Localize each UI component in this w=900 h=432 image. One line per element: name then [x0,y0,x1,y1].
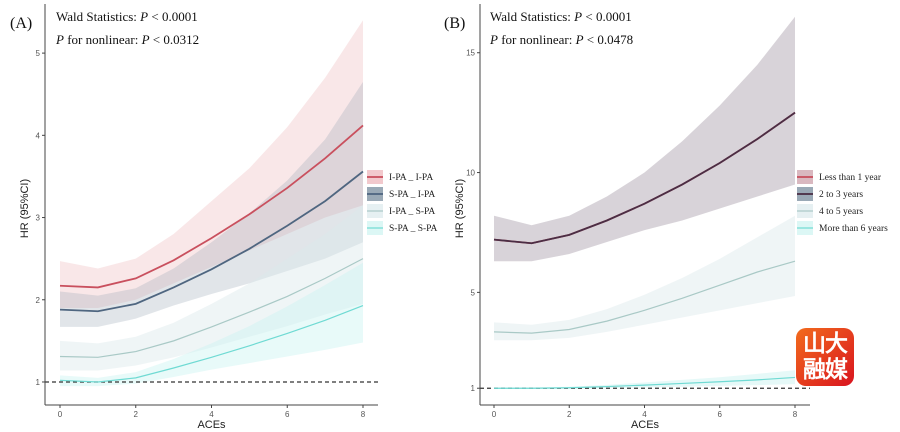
legend-label-0: I-PA _ I-PA [389,173,433,183]
y-tick-label: 5 [36,49,41,58]
x-tick-label: 0 [58,410,63,419]
p-symbol: P [55,32,64,47]
p-symbol: P [139,9,148,24]
nonlinear-mid: for nonlinear: [498,32,576,47]
x-axis-label: ACEs [197,419,226,431]
x-tick-label: 6 [285,410,290,419]
ci-band-3 [494,370,795,389]
wald-value: < 0.0001 [582,9,632,24]
y-tick-label: 1 [36,378,41,387]
y-tick-label: 15 [466,49,475,58]
series-line-3 [59,304,364,383]
y-axis-label: HR (95%CI) [19,179,31,238]
y-tick-label: 2 [36,296,41,305]
legend-label-3: S-PA _ S-PA [389,224,438,234]
series-line-3 [494,376,796,389]
p-symbol: P [575,32,584,47]
legend-label-3: More than 6 years [819,224,888,234]
x-tick-label: 4 [209,410,214,419]
y-tick-label: 4 [36,131,41,140]
watermark-logo: 山大融媒 [796,328,854,386]
p-symbol: P [573,9,582,24]
x-tick-label: 6 [718,410,723,419]
y-tick-label: 3 [36,214,41,223]
x-tick-label: 4 [642,410,647,419]
legend-label-2: 4 to 5 years [819,207,863,217]
wald-statistic: Wald Statistics: P < 0.0001 [490,9,632,24]
series-line-2 [493,260,796,334]
x-tick-label: 8 [361,410,366,419]
series-line-1 [493,111,796,245]
x-axis-label: ACEs [631,419,660,431]
ci-band-1 [494,16,795,262]
x-tick-label: 2 [567,410,572,419]
series-line-1 [59,170,364,313]
ci-band-3 [60,262,363,387]
y-tick-label: 5 [471,288,476,297]
ci-band-0 [60,20,363,308]
legend-label-1: S-PA _ I-PA [389,190,435,200]
legend: Less than 1 year 2 to 3 years 4 to 5 years… [797,170,888,235]
wald-statistic: Wald Statistics: P < 0.0001 [56,9,198,24]
nonlinear-statistic: P for nonlinear: P < 0.0312 [55,32,199,47]
nonlinear-statistic: P for nonlinear: P < 0.0478 [489,32,633,47]
wald-prefix: Wald Statistics: [56,9,140,24]
wald-value: < 0.0001 [148,9,198,24]
p-symbol: P [141,32,150,47]
legend-label-2: I-PA _ S-PA [389,207,435,217]
series-line-2 [59,258,364,358]
nonlinear-value: < 0.0312 [150,32,200,47]
nonlinear-mid: for nonlinear: [64,32,142,47]
panel-label: (A) [10,15,32,32]
wald-prefix: Wald Statistics: [490,9,574,24]
legend: I-PA _ I-PA S-PA _ I-PA I-PA _ S-PA S-PA _ … [367,170,438,235]
nonlinear-value: < 0.0478 [584,32,634,47]
panel-a: 0 2 4 6 8 1 2 3 4 5 ACEs HR (95%CI) (A) Wald Statisti… [10,4,438,431]
y-tick-label: 1 [471,384,476,393]
x-tick-label: 8 [793,410,798,419]
series-line-0 [59,124,364,289]
legend-label-1: 2 to 3 years [819,190,863,200]
y-tick-label: 10 [466,169,475,178]
x-tick-label: 0 [492,410,497,419]
legend-label-0: Less than 1 year [819,173,882,183]
ci-band-0 [494,16,795,262]
ci-band-1 [60,81,363,327]
x-tick-label: 2 [134,410,139,419]
ci-band-2 [60,205,363,371]
panel-label: (B) [444,15,465,32]
y-axis-label: HR (95%CI) [454,179,466,238]
watermark-text: 山大融媒 [803,331,848,383]
ci-band-2 [494,215,795,341]
p-symbol: P [489,32,498,47]
